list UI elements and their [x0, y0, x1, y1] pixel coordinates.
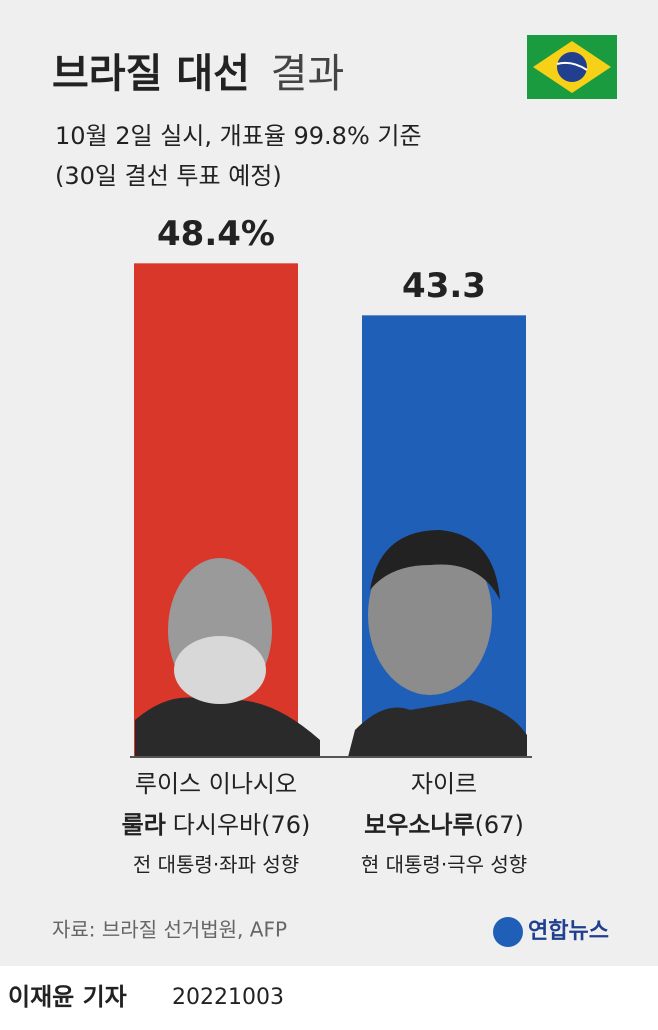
value-label: 48.4% [157, 214, 275, 254]
age: (76) [261, 811, 310, 839]
chart-title: 브라질 대선 결과 [52, 51, 344, 97]
name-bold: 룰라 [122, 811, 166, 839]
portrait-1 [135, 558, 320, 757]
logo: 연합뉴스 [528, 918, 609, 944]
candidate-name: 보우소나루(67) [364, 811, 524, 839]
candidate-desc: 전 대통령·좌파 성향 [133, 853, 299, 877]
author: 이재윤 기자 [8, 983, 127, 1011]
subtitle: 10월 2일 실시, 개표율 99.8% 기준 [55, 122, 422, 150]
age: (67) [475, 811, 524, 839]
name-rest: 다시우바 [173, 811, 261, 839]
candidate-desc: 현 대통령·극우 성향 [361, 853, 527, 877]
value-label: 43.3 [402, 266, 486, 306]
card-background [0, 0, 658, 966]
title-bold: 브라질 대선 [52, 51, 250, 97]
candidate-line1: 루이스 이나시오 [135, 770, 297, 798]
portrait-2 [348, 530, 527, 757]
date: 20221003 [172, 985, 284, 1010]
candidate-name: 룰라 다시우바(76) [122, 811, 311, 839]
name-bold: 보우소나루 [364, 811, 474, 839]
brazil-flag [527, 35, 617, 99]
source: 자료: 브라질 선거법원, AFP [52, 918, 287, 942]
title-light: 결과 [271, 51, 345, 97]
candidate-line1: 자이르 [411, 770, 477, 798]
subtitle: (30일 결선 투표 예정) [55, 162, 282, 190]
logo-mark [493, 917, 523, 947]
